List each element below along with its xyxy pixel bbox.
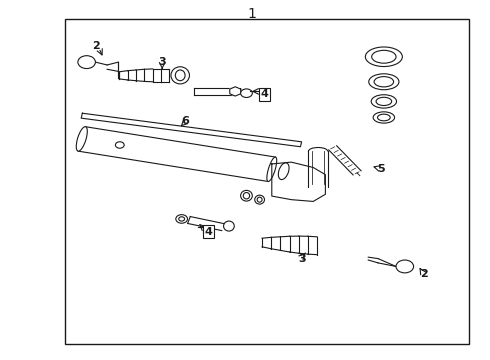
Text: 1: 1: [248, 7, 257, 21]
Ellipse shape: [76, 127, 87, 151]
Ellipse shape: [255, 195, 265, 204]
Circle shape: [396, 260, 414, 273]
Ellipse shape: [369, 74, 399, 90]
Ellipse shape: [374, 77, 393, 87]
Ellipse shape: [371, 95, 396, 108]
Ellipse shape: [267, 157, 277, 181]
Ellipse shape: [376, 97, 392, 105]
Circle shape: [176, 215, 188, 223]
Text: 6: 6: [182, 116, 190, 126]
Text: 4: 4: [261, 89, 269, 99]
Circle shape: [179, 217, 185, 221]
Bar: [65, 19, 469, 344]
Ellipse shape: [372, 50, 396, 63]
Ellipse shape: [175, 70, 185, 81]
Text: 3: 3: [299, 253, 306, 264]
Ellipse shape: [373, 112, 394, 123]
Ellipse shape: [171, 67, 190, 84]
Ellipse shape: [278, 163, 289, 180]
Circle shape: [116, 142, 124, 148]
Ellipse shape: [241, 190, 252, 201]
Text: 4: 4: [204, 227, 212, 237]
Text: 5: 5: [378, 164, 385, 174]
Text: 3: 3: [158, 57, 166, 67]
Ellipse shape: [366, 47, 402, 67]
Ellipse shape: [377, 114, 390, 121]
Circle shape: [241, 89, 252, 98]
Polygon shape: [272, 162, 325, 202]
Ellipse shape: [223, 221, 234, 231]
Polygon shape: [230, 87, 241, 96]
Text: 2: 2: [93, 41, 100, 51]
Text: 2: 2: [420, 269, 428, 279]
Circle shape: [78, 56, 96, 68]
Ellipse shape: [244, 193, 249, 199]
Ellipse shape: [257, 197, 262, 202]
